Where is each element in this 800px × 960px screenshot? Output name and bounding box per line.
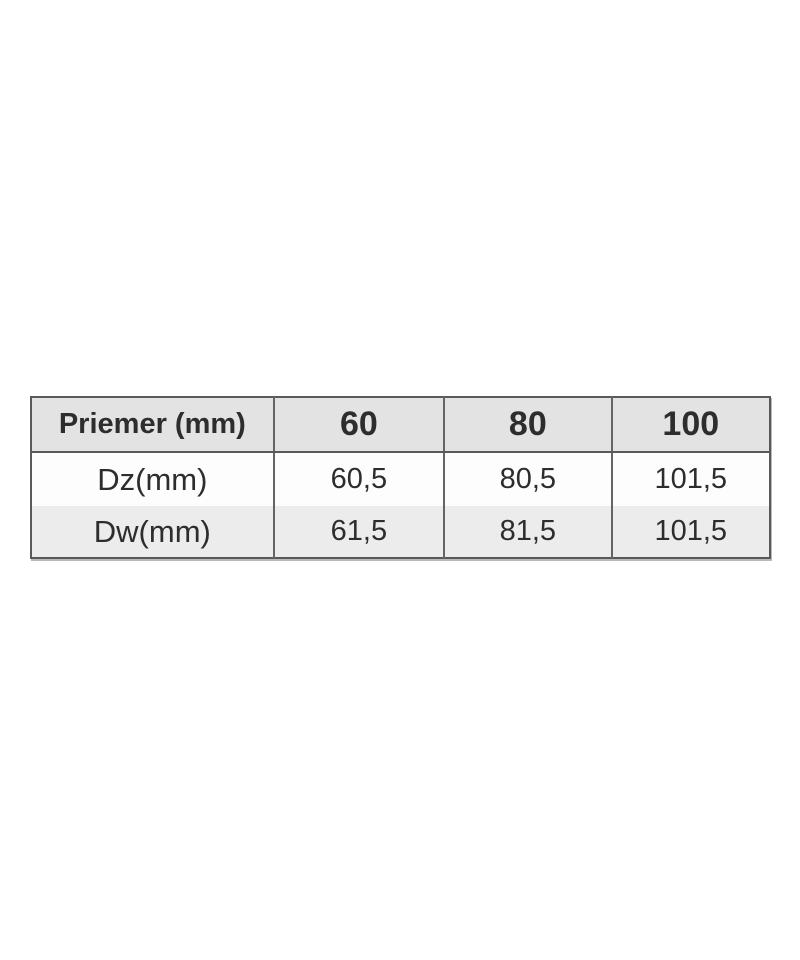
table-cell-value: 101,5 [610, 452, 770, 506]
table-cell-value: 80,5 [443, 452, 612, 506]
row-label-dz: Dz(mm) [97, 461, 208, 497]
row-label-dw: Dw(mm) [93, 513, 211, 549]
column-header-priemer: Priemer (mm) [31, 397, 274, 453]
table-cell-value: 60,5 [272, 452, 445, 506]
table-header-row: Priemer (mm) 60 80 100 [31, 397, 770, 453]
table-cell-value: 101,5 [610, 506, 770, 558]
column-header-80: 80 [443, 397, 612, 453]
diameter-spec-table-container: Priemer (mm) 60 80 100 Dz(mm) 60,5 80,5 … [30, 396, 771, 559]
table-cell-value: 61,5 [272, 506, 445, 558]
table-row-dz: Dz(mm) 60,5 80,5 101,5 [31, 452, 770, 506]
table-cell-value: 81,5 [443, 506, 612, 558]
diameter-spec-table: Priemer (mm) 60 80 100 Dz(mm) 60,5 80,5 … [30, 396, 771, 559]
column-header-60: 60 [272, 397, 445, 453]
table-row-dw: Dw(mm) 61,5 81,5 101,5 [31, 506, 770, 558]
column-header-100: 100 [610, 397, 770, 453]
